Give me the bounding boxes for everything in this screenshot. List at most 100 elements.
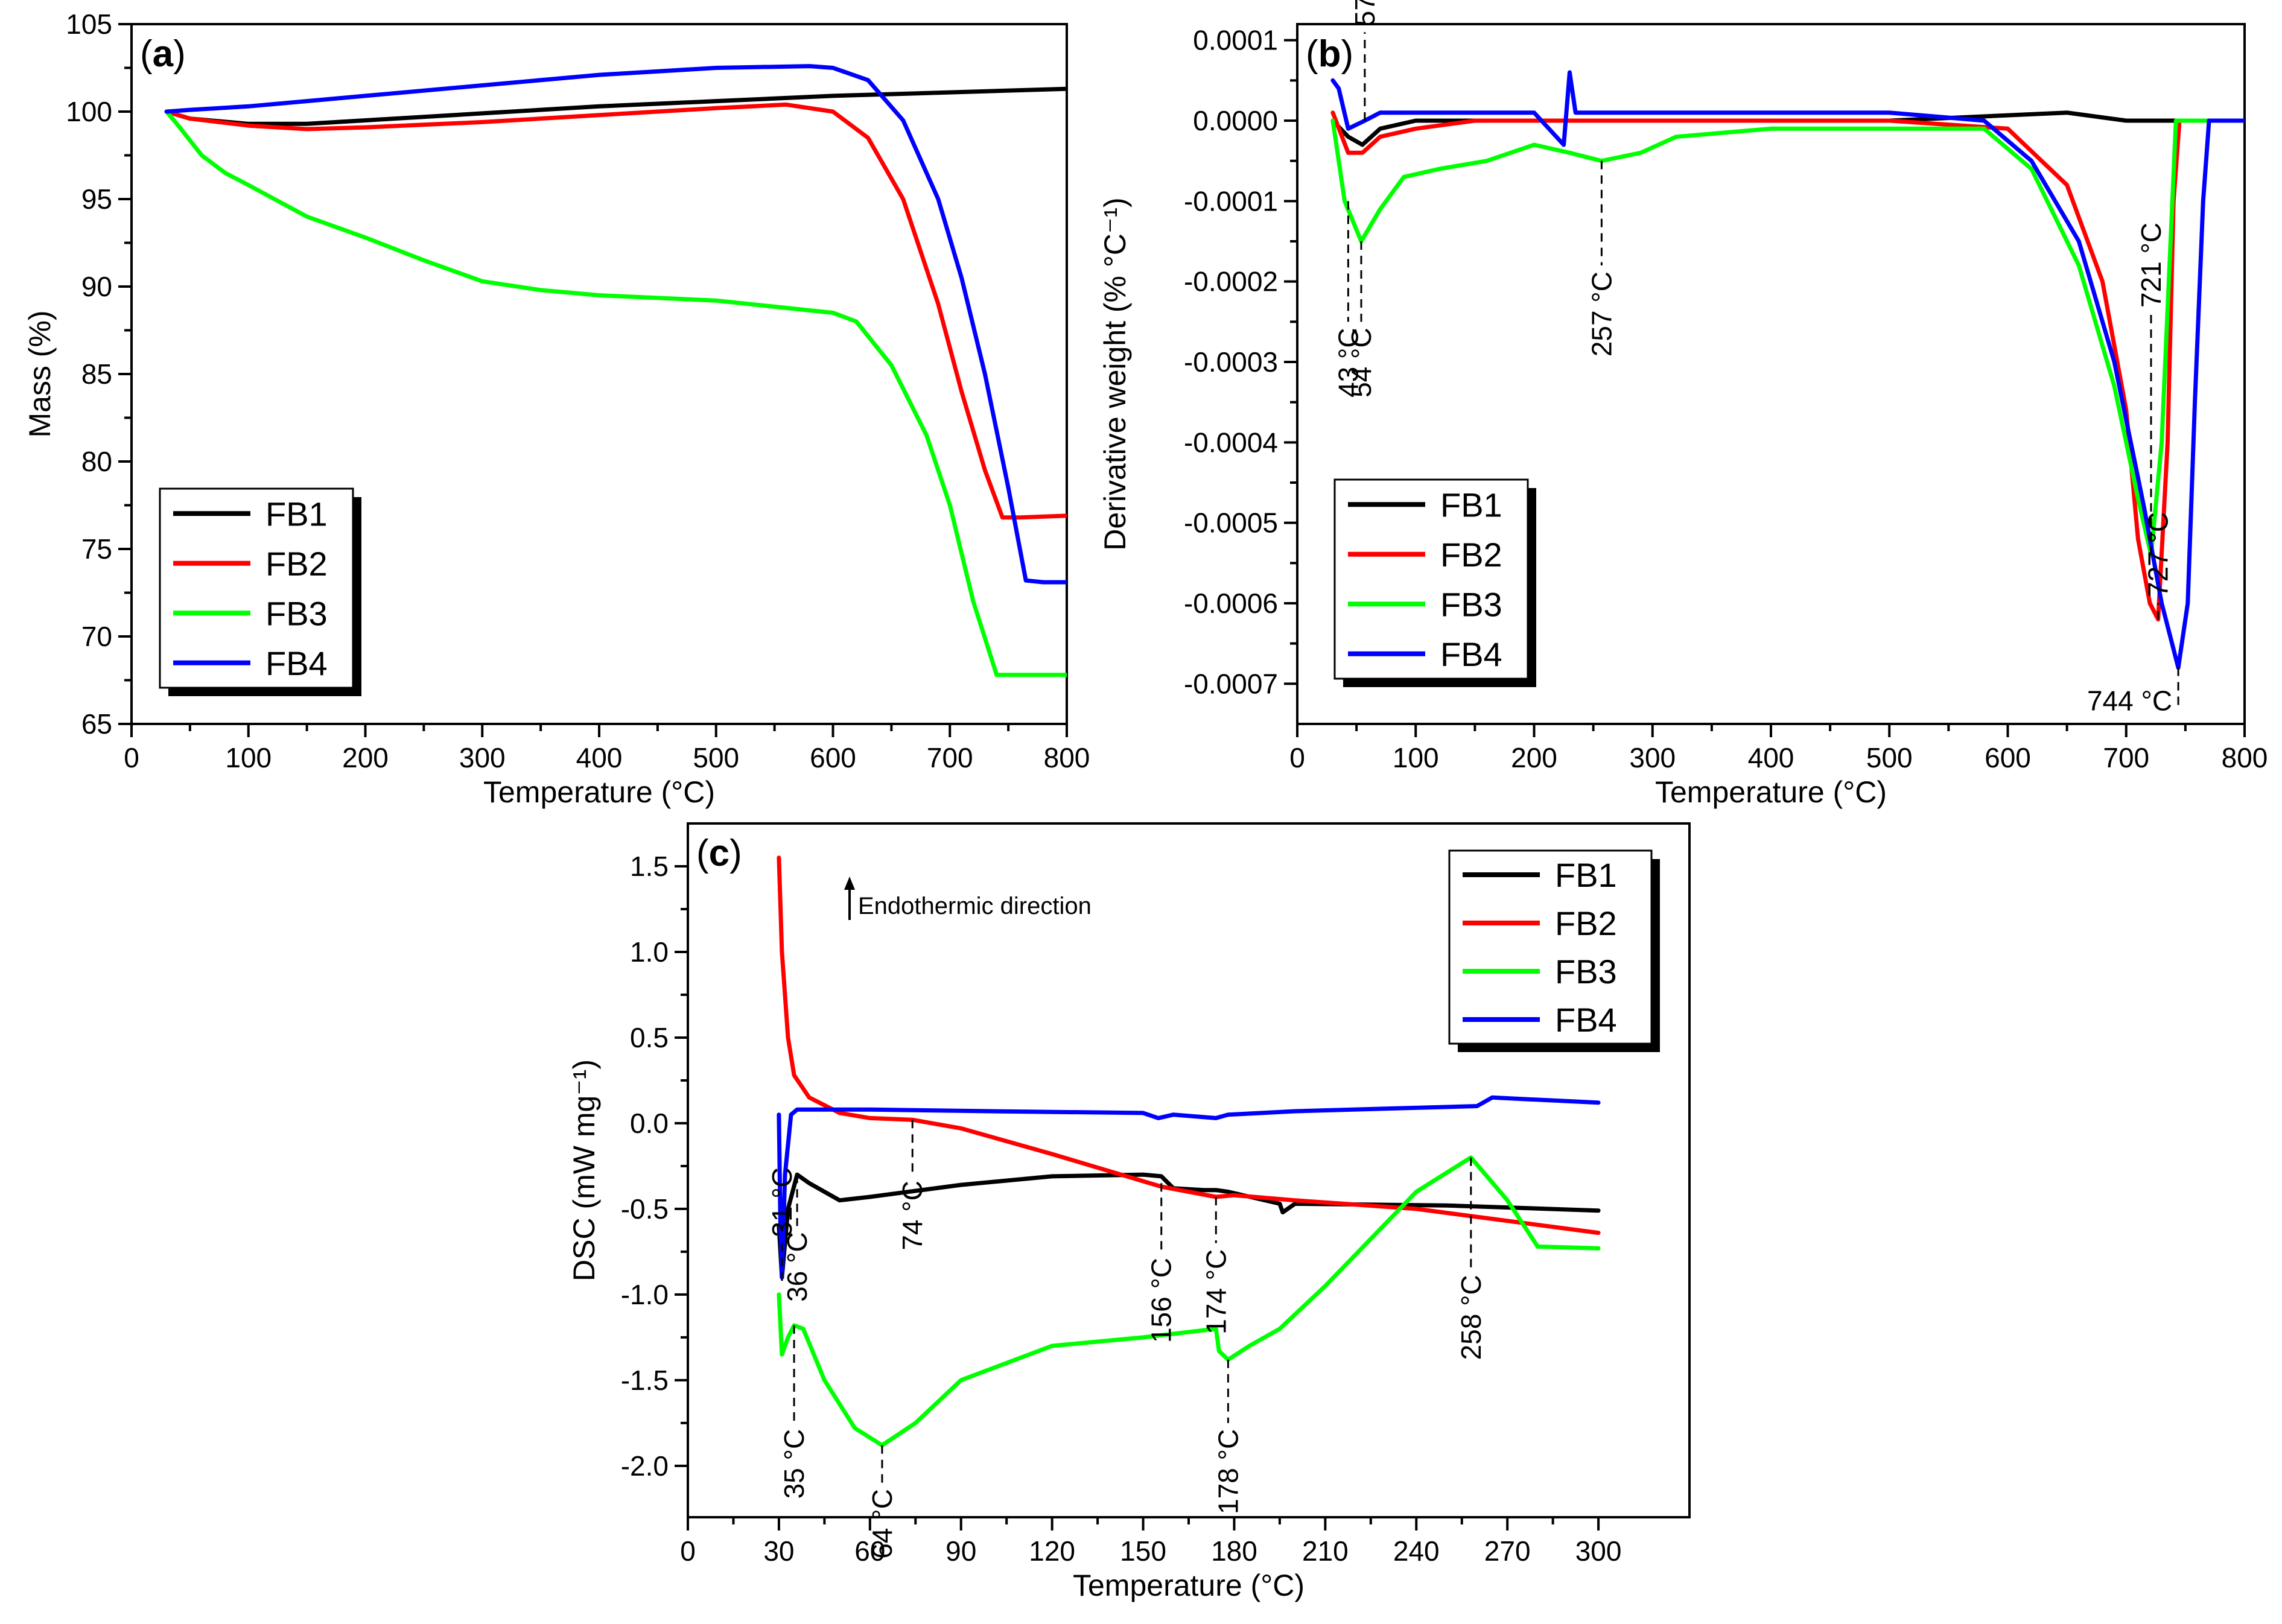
y-tick-label: 75 <box>81 533 112 565</box>
x-tick-label: 600 <box>810 742 856 773</box>
y-tick-label: -0.0005 <box>1184 507 1278 539</box>
x-tick-label: 800 <box>2222 742 2268 773</box>
x-tick-label: 300 <box>1575 1535 1622 1567</box>
x-tick-label: 400 <box>1748 742 1794 773</box>
annotation-label: 257 °C <box>1586 271 1617 357</box>
x-tick-label: 100 <box>225 742 272 773</box>
x-tick-label: 60 <box>854 1535 885 1567</box>
y-tick-label: 90 <box>81 271 112 302</box>
y-tick-label: 0.0001 <box>1193 25 1278 56</box>
legend-label-fb2: FB2 <box>265 545 328 583</box>
y-tick-label: 105 <box>66 8 112 40</box>
y-tick-label: -2.0 <box>621 1450 669 1482</box>
y-tick-label: 65 <box>81 708 112 740</box>
panel-label: (a) <box>140 33 186 75</box>
y-tick-label: 100 <box>66 96 112 127</box>
x-tick-label: 600 <box>1985 742 2031 773</box>
annotation-label: 64 °C <box>866 1489 898 1559</box>
annotation-label: 35 °C <box>778 1429 810 1499</box>
panel-label: (c) <box>696 833 742 874</box>
x-tick-label: 30 <box>763 1535 794 1567</box>
legend-label-fb1: FB1 <box>265 495 328 533</box>
x-axis-title: Temperature (°C) <box>483 775 715 809</box>
annotation-label: 36 °C <box>781 1232 813 1302</box>
x-tick-label: 120 <box>1029 1535 1075 1567</box>
x-tick-label: 700 <box>927 742 973 773</box>
y-tick-label: 70 <box>81 621 112 652</box>
x-tick-label: 0 <box>1289 742 1305 773</box>
legend-label-fb1: FB1 <box>1440 486 1502 524</box>
series-line-fb3 <box>164 109 1067 677</box>
annotation-label: 174 °C <box>1200 1249 1232 1334</box>
annotation-label: 178 °C <box>1212 1429 1244 1514</box>
annotation-label: 57 °C <box>1349 0 1381 26</box>
panel-a: 0 100 200 300 400 500 600 700 800 65 70 75 80 85 90 95 1… <box>23 8 1090 809</box>
annotation-label: 727 °C <box>2143 512 2174 597</box>
series-line-fb4 <box>164 64 1067 585</box>
panel-label: (b) <box>1306 33 1353 75</box>
legend-label-fb3: FB3 <box>1440 585 1502 623</box>
y-tick-label: -0.0006 <box>1184 588 1278 619</box>
y-tick-label: -0.0001 <box>1184 185 1278 217</box>
legend-label-fb2: FB2 <box>1440 536 1502 574</box>
endothermic-arrow-icon <box>844 877 855 890</box>
annotation-label: 258 °C <box>1455 1275 1487 1360</box>
annotation-label: 43 °C <box>1332 328 1364 398</box>
x-tick-label: 180 <box>1211 1535 1257 1567</box>
series-line-fb1 <box>164 86 1067 126</box>
x-tick-label: 90 <box>946 1535 976 1567</box>
y-tick-label: -1.5 <box>621 1365 669 1396</box>
x-tick-label: 210 <box>1302 1535 1349 1567</box>
x-tick-label: 0 <box>680 1535 696 1567</box>
y-tick-label: 0.0000 <box>1193 105 1278 136</box>
x-tick-label: 400 <box>576 742 623 773</box>
y-tick-label: -0.5 <box>621 1193 669 1225</box>
y-tick-label: 0.0 <box>630 1108 669 1139</box>
legend-label-fb2: FB2 <box>1555 904 1617 942</box>
x-tick-label: 100 <box>1393 742 1439 773</box>
annotation-label: 721 °C <box>2135 223 2167 308</box>
series-line-fb3 <box>1330 118 2245 557</box>
x-tick-label: 0 <box>124 742 139 773</box>
endothermic-note: Endothermic direction <box>858 893 1092 919</box>
legend-label-fb4: FB4 <box>1440 635 1502 673</box>
legend-label-fb1: FB1 <box>1555 856 1617 894</box>
x-tick-label: 700 <box>2103 742 2149 773</box>
series-group <box>1330 70 2245 670</box>
y-tick-label: -0.0002 <box>1184 266 1278 297</box>
x-tick-label: 500 <box>693 742 739 773</box>
x-tick-label: 500 <box>1866 742 1913 773</box>
series-line-fb1 <box>777 1172 1601 1280</box>
legend-box <box>159 487 354 689</box>
y-tick-label: -0.0003 <box>1184 346 1278 378</box>
y-tick-label: 1.5 <box>630 851 669 882</box>
series-line-fb2 <box>777 855 1601 1235</box>
panel-b: 0 100 200 300 400 500 600 700 800 -0.0007 -0.0006 -… <box>1098 0 2268 809</box>
series-group <box>164 64 1067 677</box>
x-tick-label: 240 <box>1393 1535 1440 1567</box>
annotation-label: 156 °C <box>1146 1258 1177 1343</box>
x-tick-label: 150 <box>1120 1535 1166 1567</box>
legend-label-fb3: FB3 <box>1555 953 1617 991</box>
y-tick-label: 95 <box>81 183 112 215</box>
x-axis-title: Temperature (°C) <box>1073 1568 1305 1602</box>
panel-c: 0 30 60 90 120 150 180 210 240 270 300 -2.0 -1.5 -1.0… <box>567 822 1691 1602</box>
y-tick-label: -1.0 <box>621 1279 669 1310</box>
legend-box <box>1333 478 1529 680</box>
series-line-fb2 <box>164 102 1067 520</box>
series-group <box>777 855 1601 1448</box>
y-tick-label: 85 <box>81 358 112 390</box>
annotation-label: 74 °C <box>897 1181 928 1251</box>
x-tick-label: 300 <box>1629 742 1676 773</box>
legend: FB1 FB2 FB3 FB4 <box>1333 478 1536 687</box>
annotation-label: 54 °C <box>1346 328 1377 398</box>
y-tick-label: 0.5 <box>630 1022 669 1053</box>
legend: FB1 FB2 FB3 FB4 <box>1448 849 1660 1052</box>
x-tick-label: 300 <box>459 742 506 773</box>
x-tick-label: 800 <box>1044 742 1090 773</box>
x-tick-label: 200 <box>1511 742 1557 773</box>
legend-box <box>1448 849 1653 1045</box>
legend-label-fb3: FB3 <box>265 594 328 632</box>
annotation-label: 744 °C <box>2087 685 2172 716</box>
